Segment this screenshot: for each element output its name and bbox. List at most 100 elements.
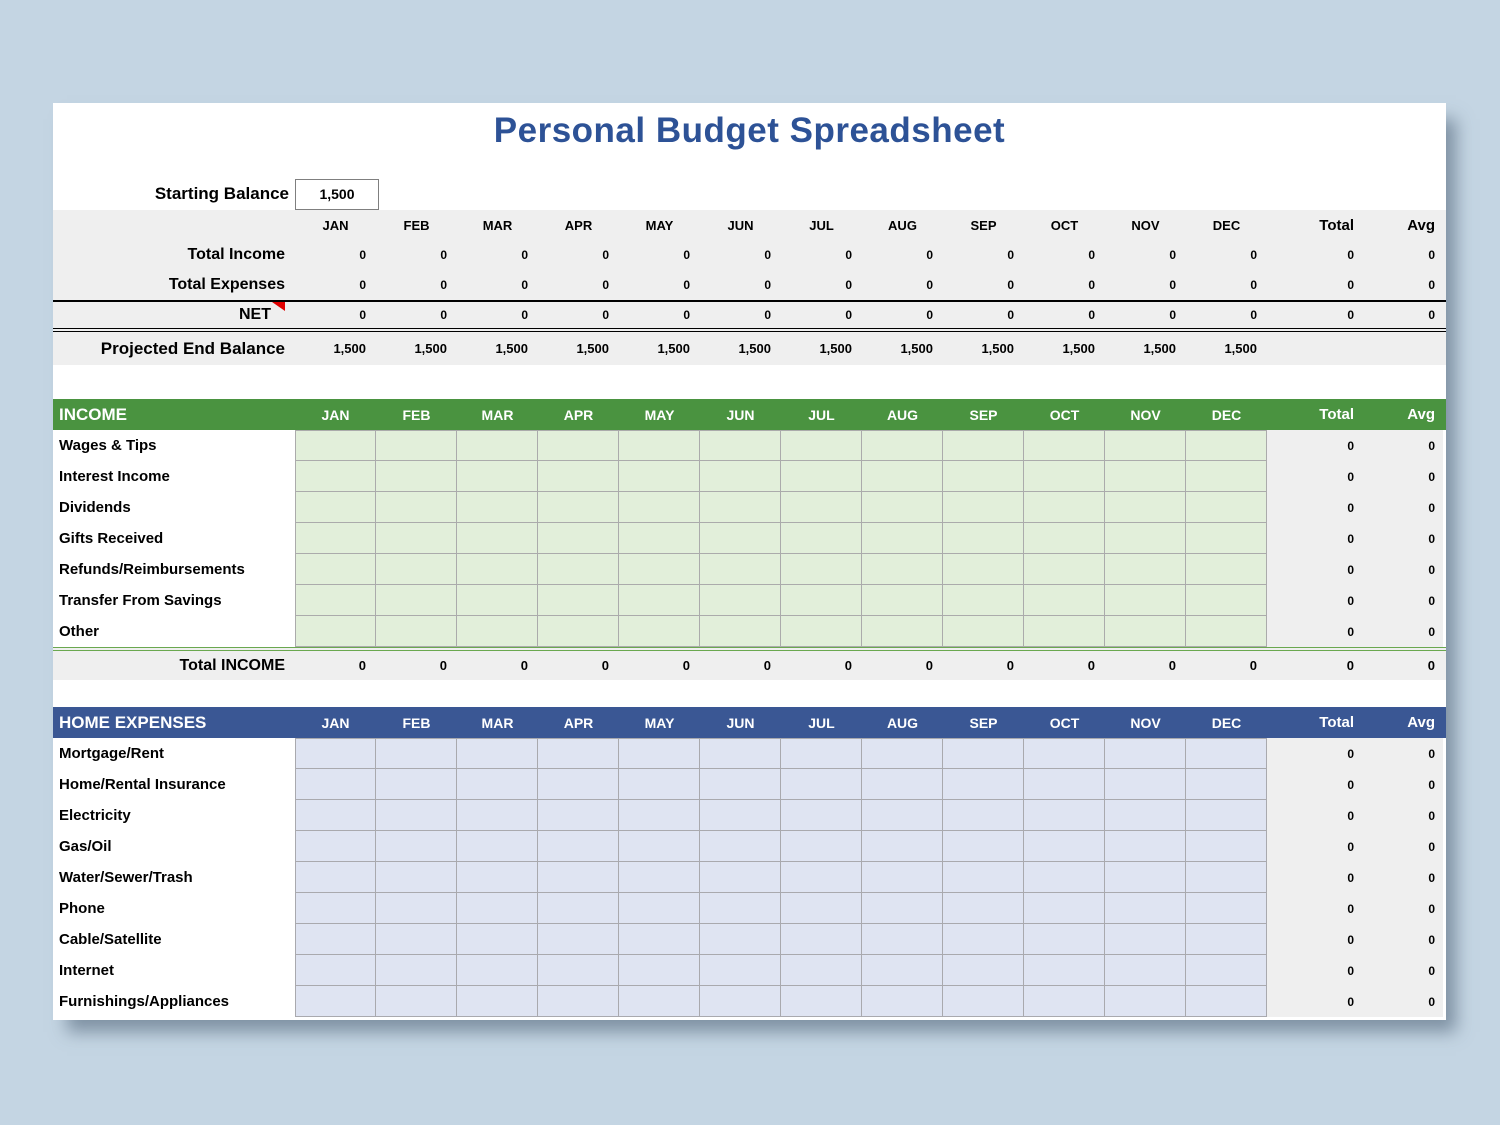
income-month-cell[interactable]: [376, 461, 457, 492]
income-month-cell[interactable]: [457, 461, 538, 492]
expense-month-cell[interactable]: [1105, 800, 1186, 831]
expense-month-cell[interactable]: [862, 800, 943, 831]
expense-month-cell[interactable]: [1186, 955, 1267, 986]
expense-month-cell[interactable]: [1024, 955, 1105, 986]
income-month-cell[interactable]: [943, 461, 1024, 492]
expense-month-cell[interactable]: [619, 862, 700, 893]
income-month-cell[interactable]: [295, 523, 376, 554]
income-month-cell[interactable]: [295, 554, 376, 585]
income-month-cell[interactable]: [1024, 492, 1105, 523]
expense-month-cell[interactable]: [1105, 893, 1186, 924]
income-month-cell[interactable]: [538, 616, 619, 647]
expense-month-cell[interactable]: [538, 955, 619, 986]
expense-month-cell[interactable]: [700, 893, 781, 924]
expense-month-cell[interactable]: [700, 924, 781, 955]
expense-month-cell[interactable]: [295, 800, 376, 831]
expense-month-cell[interactable]: [457, 800, 538, 831]
expense-month-cell[interactable]: [457, 924, 538, 955]
expense-month-cell[interactable]: [1186, 893, 1267, 924]
income-month-cell[interactable]: [295, 461, 376, 492]
income-month-cell[interactable]: [1186, 523, 1267, 554]
income-month-cell[interactable]: [1186, 461, 1267, 492]
income-month-cell[interactable]: [862, 461, 943, 492]
income-month-cell[interactable]: [1105, 585, 1186, 616]
expense-month-cell[interactable]: [1105, 955, 1186, 986]
income-month-cell[interactable]: [862, 616, 943, 647]
expense-month-cell[interactable]: [943, 893, 1024, 924]
expense-month-cell[interactable]: [538, 769, 619, 800]
expense-month-cell[interactable]: [1186, 831, 1267, 862]
income-month-cell[interactable]: [943, 430, 1024, 461]
income-month-cell[interactable]: [1024, 461, 1105, 492]
expense-month-cell[interactable]: [619, 986, 700, 1017]
income-month-cell[interactable]: [700, 554, 781, 585]
expense-month-cell[interactable]: [538, 986, 619, 1017]
expense-month-cell[interactable]: [619, 924, 700, 955]
expense-month-cell[interactable]: [1186, 738, 1267, 769]
expense-month-cell[interactable]: [862, 831, 943, 862]
expense-month-cell[interactable]: [781, 800, 862, 831]
expense-month-cell[interactable]: [781, 862, 862, 893]
starting-balance-input[interactable]: 1,500: [295, 178, 379, 210]
income-month-cell[interactable]: [619, 585, 700, 616]
expense-month-cell[interactable]: [538, 893, 619, 924]
expense-month-cell[interactable]: [376, 862, 457, 893]
income-month-cell[interactable]: [781, 616, 862, 647]
expense-month-cell[interactable]: [295, 831, 376, 862]
expense-month-cell[interactable]: [457, 831, 538, 862]
income-month-cell[interactable]: [295, 492, 376, 523]
expense-month-cell[interactable]: [700, 800, 781, 831]
income-month-cell[interactable]: [295, 585, 376, 616]
income-month-cell[interactable]: [1024, 554, 1105, 585]
expense-month-cell[interactable]: [1024, 924, 1105, 955]
income-month-cell[interactable]: [781, 523, 862, 554]
expense-month-cell[interactable]: [1105, 769, 1186, 800]
income-month-cell[interactable]: [376, 554, 457, 585]
expense-month-cell[interactable]: [943, 738, 1024, 769]
income-month-cell[interactable]: [538, 554, 619, 585]
expense-month-cell[interactable]: [700, 955, 781, 986]
expense-month-cell[interactable]: [295, 769, 376, 800]
expense-month-cell[interactable]: [1186, 924, 1267, 955]
expense-month-cell[interactable]: [943, 924, 1024, 955]
expense-month-cell[interactable]: [376, 955, 457, 986]
expense-month-cell[interactable]: [619, 893, 700, 924]
expense-month-cell[interactable]: [1105, 986, 1186, 1017]
income-month-cell[interactable]: [619, 430, 700, 461]
expense-month-cell[interactable]: [1024, 862, 1105, 893]
expense-month-cell[interactable]: [295, 986, 376, 1017]
expense-month-cell[interactable]: [538, 831, 619, 862]
expense-month-cell[interactable]: [295, 738, 376, 769]
expense-month-cell[interactable]: [862, 738, 943, 769]
expense-month-cell[interactable]: [1024, 769, 1105, 800]
expense-month-cell[interactable]: [538, 738, 619, 769]
income-month-cell[interactable]: [1024, 616, 1105, 647]
income-month-cell[interactable]: [781, 430, 862, 461]
expense-month-cell[interactable]: [1024, 831, 1105, 862]
expense-month-cell[interactable]: [1105, 831, 1186, 862]
expense-month-cell[interactable]: [700, 769, 781, 800]
expense-month-cell[interactable]: [781, 831, 862, 862]
income-month-cell[interactable]: [457, 585, 538, 616]
income-month-cell[interactable]: [619, 554, 700, 585]
income-month-cell[interactable]: [1186, 430, 1267, 461]
income-month-cell[interactable]: [619, 492, 700, 523]
income-month-cell[interactable]: [943, 523, 1024, 554]
expense-month-cell[interactable]: [619, 769, 700, 800]
income-month-cell[interactable]: [862, 430, 943, 461]
expense-month-cell[interactable]: [781, 924, 862, 955]
income-month-cell[interactable]: [376, 585, 457, 616]
income-month-cell[interactable]: [700, 461, 781, 492]
expense-month-cell[interactable]: [862, 955, 943, 986]
income-month-cell[interactable]: [538, 461, 619, 492]
expense-month-cell[interactable]: [376, 769, 457, 800]
expense-month-cell[interactable]: [781, 986, 862, 1017]
income-month-cell[interactable]: [1105, 554, 1186, 585]
income-month-cell[interactable]: [1186, 616, 1267, 647]
income-month-cell[interactable]: [943, 585, 1024, 616]
expense-month-cell[interactable]: [376, 986, 457, 1017]
expense-month-cell[interactable]: [943, 955, 1024, 986]
income-month-cell[interactable]: [295, 430, 376, 461]
expense-month-cell[interactable]: [457, 738, 538, 769]
income-month-cell[interactable]: [538, 585, 619, 616]
